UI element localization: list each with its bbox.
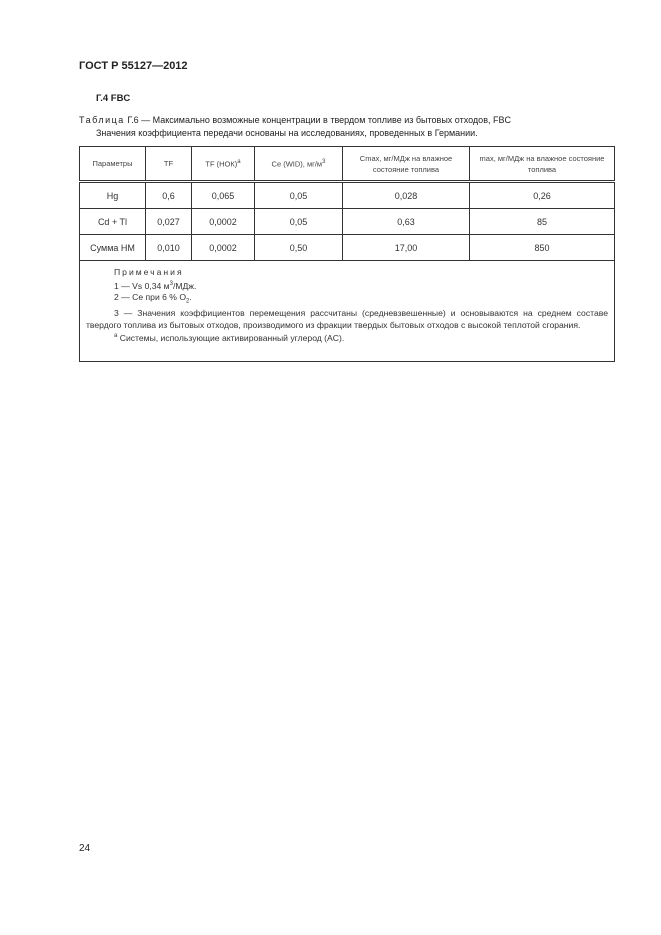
table-cell: 0,05 <box>254 181 343 209</box>
table-cell: 0,0002 <box>191 208 255 235</box>
header-cell: Cmax, мг/МДж на влажное состояние топлив… <box>342 146 470 182</box>
note-3: 3 — Значения коэффициентов перемещения р… <box>86 308 608 330</box>
subscript: 2 <box>186 298 190 305</box>
table-cell: Hg <box>79 181 146 209</box>
table-cell: 17,00 <box>342 234 470 261</box>
note-text: 1 — Vs 0,34 м <box>114 280 170 291</box>
table-cell: 0,065 <box>191 181 255 209</box>
note-text: Системы, использующие активированный угл… <box>119 332 345 343</box>
table-cell: 0,027 <box>145 208 192 235</box>
header-cell: max, мг/МДж на влажное состояние топлива <box>469 146 615 182</box>
table-cell: 0,26 <box>469 181 615 209</box>
page-number: 24 <box>79 843 91 854</box>
header-cell: TF <box>145 146 192 182</box>
table-subcaption: Значения коэффициента передачи основаны … <box>96 128 478 138</box>
document-code: ГОСТ Р 55127—2012 <box>79 60 188 72</box>
table-cell: 0,05 <box>254 208 343 235</box>
superscript: 3 <box>169 280 173 287</box>
superscript: 3 <box>322 159 326 166</box>
note-1: 1 — Vs 0,34 м3/МДж. <box>86 279 608 292</box>
header-text: Ce (WID), мг/м <box>271 159 323 169</box>
table-cell: 0,6 <box>145 181 192 209</box>
caption-number: Г.6 <box>127 115 139 125</box>
table-cell: 0,0002 <box>191 234 255 261</box>
section-title: Г.4 FBC <box>96 93 131 104</box>
table-row: Hg 0,6 0,065 0,05 0,028 0,26 <box>79 181 615 209</box>
concentration-table: Параметры TF TF (НОК)а Ce (WID), мг/м3 C… <box>79 146 615 362</box>
footnote-mark: а <box>114 333 118 340</box>
table-cell: Cd + Tl <box>79 208 146 235</box>
notes-row: Примечания 1 — Vs 0,34 м3/МДж. 2 — Ce пр… <box>79 260 615 362</box>
table-caption: Таблица Г.6 — Максимально возможные конц… <box>79 115 511 125</box>
table-cell: 850 <box>469 234 615 261</box>
table-row: Сумма НМ 0,010 0,0002 0,50 17,00 850 <box>79 234 615 261</box>
table-cell: 85 <box>469 208 615 235</box>
table-row: Cd + Tl 0,027 0,0002 0,05 0,63 85 <box>79 208 615 235</box>
table-cell: 0,50 <box>254 234 343 261</box>
note-text: . <box>189 291 192 302</box>
table-cell: 0,010 <box>145 234 192 261</box>
header-cell: TF (НОК)а <box>191 146 255 182</box>
footnote-a: а Системы, использующие активированный у… <box>86 331 608 344</box>
note-text: /МДж. <box>172 280 197 291</box>
footnote-mark: а <box>237 159 241 166</box>
notes-title: Примечания <box>114 267 184 277</box>
table-cell: Сумма НМ <box>79 234 146 261</box>
header-text: TF (НОК) <box>205 159 238 169</box>
table-notes: Примечания 1 — Vs 0,34 м3/МДж. 2 — Ce пр… <box>79 260 615 362</box>
note-text: 2 — Ce при 6 % O <box>114 291 187 302</box>
caption-label: Таблица <box>79 115 125 125</box>
table-cell: 0,63 <box>342 208 470 235</box>
note-2: 2 — Ce при 6 % O2. <box>86 292 608 308</box>
header-cell: Ce (WID), мг/м3 <box>254 146 343 182</box>
table-cell: 0,028 <box>342 181 470 209</box>
header-cell: Параметры <box>79 146 146 182</box>
caption-text: — Максимально возможные концентрации в т… <box>141 115 511 125</box>
table-header-row: Параметры TF TF (НОК)а Ce (WID), мг/м3 C… <box>79 146 615 182</box>
